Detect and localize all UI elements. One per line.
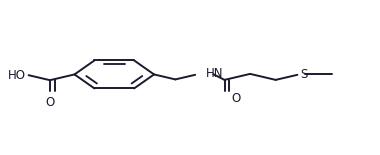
Text: HO: HO <box>8 69 25 82</box>
Text: O: O <box>45 95 55 108</box>
Text: S: S <box>301 68 308 81</box>
Text: O: O <box>231 93 241 105</box>
Text: HN: HN <box>206 67 223 80</box>
